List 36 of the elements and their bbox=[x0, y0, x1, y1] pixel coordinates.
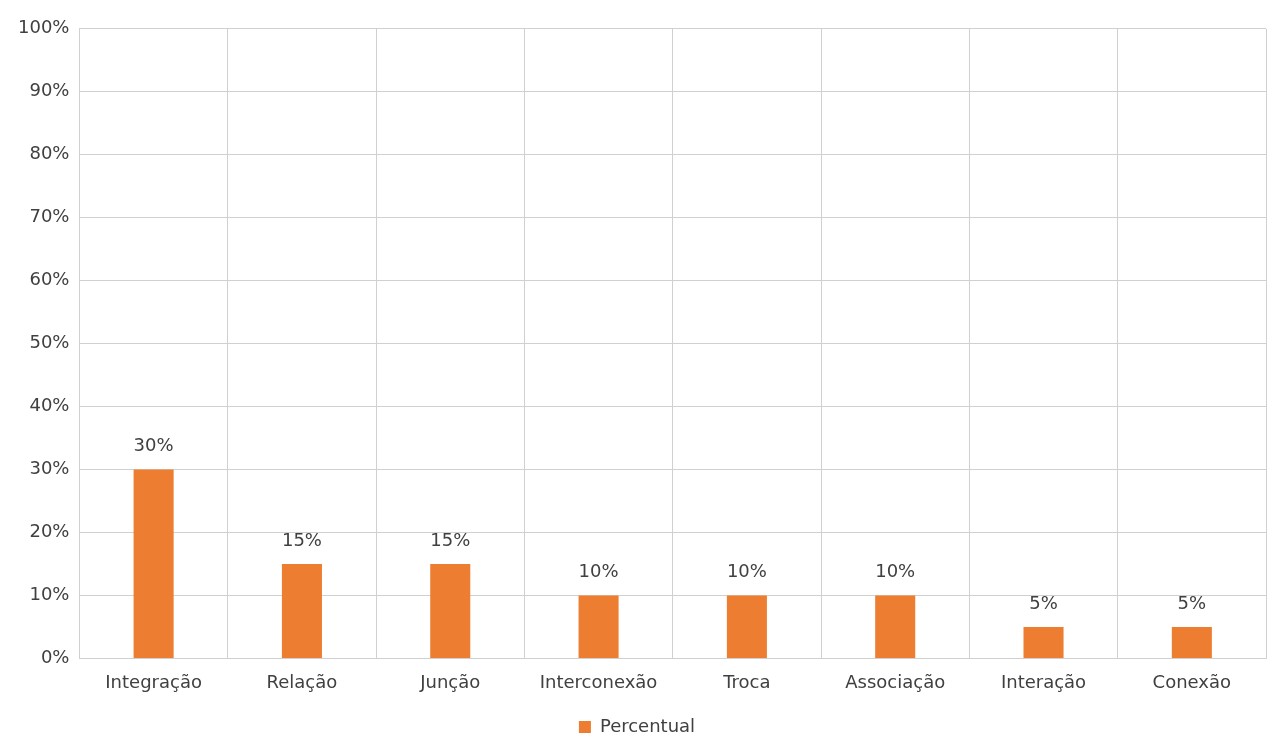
x-tick-label: Junção bbox=[419, 670, 481, 692]
y-tick-label: 50% bbox=[29, 331, 70, 353]
y-tick-label: 0% bbox=[40, 646, 70, 668]
data-label: 10% bbox=[578, 560, 619, 582]
y-tick-label: 10% bbox=[29, 583, 70, 605]
y-tick-label: 70% bbox=[29, 205, 70, 227]
x-tick-label: Interconexão bbox=[539, 670, 658, 692]
data-label: 5% bbox=[1177, 591, 1207, 613]
bar bbox=[133, 469, 174, 658]
y-tick-label: 60% bbox=[29, 268, 70, 290]
y-tick-label: 30% bbox=[29, 457, 70, 479]
x-tick-label: Associação bbox=[845, 670, 946, 692]
data-label: 15% bbox=[430, 528, 471, 550]
bar bbox=[875, 595, 916, 658]
bar bbox=[1171, 626, 1212, 658]
bar bbox=[578, 595, 619, 658]
bar bbox=[430, 563, 471, 658]
data-label: 5% bbox=[1029, 591, 1058, 613]
x-tick-label: Relação bbox=[266, 670, 338, 692]
data-label: 15% bbox=[281, 528, 322, 550]
bar bbox=[726, 595, 767, 658]
bar bbox=[1023, 626, 1064, 658]
data-label: 10% bbox=[875, 560, 916, 582]
x-tick-label: Troca bbox=[722, 670, 771, 692]
x-tick-label: Interação bbox=[1000, 670, 1087, 692]
y-tick-label: 40% bbox=[29, 394, 70, 416]
x-tick-label: Conexão bbox=[1152, 670, 1232, 692]
y-tick-label: 100% bbox=[17, 16, 70, 38]
legend-label: Percentual bbox=[599, 714, 696, 736]
y-tick-label: 80% bbox=[29, 142, 70, 164]
bar bbox=[281, 563, 322, 658]
y-tick-label: 90% bbox=[29, 79, 70, 101]
data-label: 30% bbox=[133, 434, 174, 456]
data-label: 10% bbox=[726, 560, 767, 582]
y-tick-label: 20% bbox=[29, 520, 70, 542]
x-tick-label: Integração bbox=[105, 670, 202, 692]
